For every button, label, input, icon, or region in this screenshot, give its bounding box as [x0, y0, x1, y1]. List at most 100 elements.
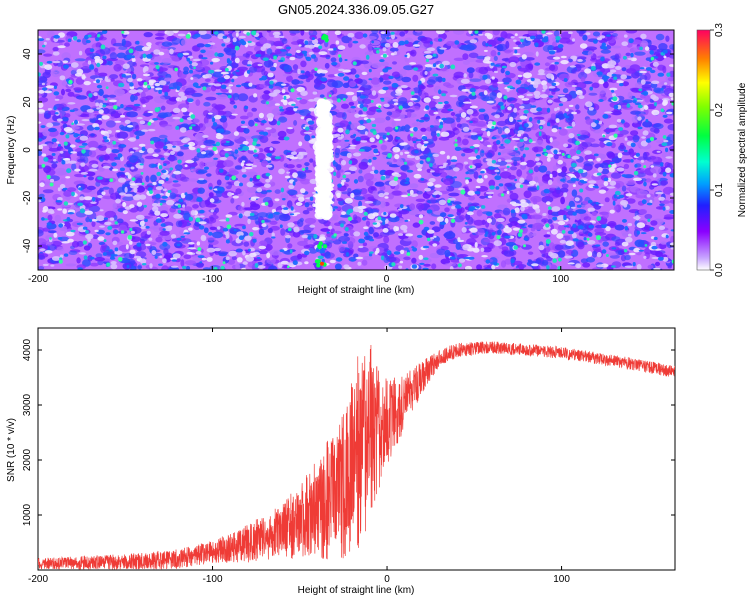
heatmap-cell: [645, 178, 652, 183]
heatmap-cell: [512, 260, 523, 266]
heatmap-low-cell: [181, 107, 188, 113]
heatmap-cell: [444, 249, 451, 258]
heatmap-cell: [38, 254, 46, 260]
heatmap-cell: [520, 155, 525, 164]
heatmap-cell: [492, 30, 500, 36]
heatmap-mid-cell: [420, 177, 425, 181]
heatmap-mid-cell: [412, 140, 417, 144]
heatmap-cell: [502, 207, 511, 216]
heatmap-mid-cell: [283, 136, 290, 141]
heatmap-low-cell: [609, 180, 617, 186]
heatmap-mid-cell: [161, 169, 167, 174]
heatmap-mid-cell: [177, 209, 181, 214]
heatmap-low-cell: [486, 33, 493, 40]
heatmap-mid-cell: [342, 241, 347, 244]
heatmap-cell: [281, 38, 288, 44]
heatmap-low-cell: [271, 232, 275, 238]
heatmap-low-cell: [102, 165, 111, 169]
heatmap-cell: [104, 153, 110, 161]
heatmap-low-cell: [81, 119, 90, 122]
heatmap-cell: [209, 109, 219, 116]
heatmap-low-cell: [105, 147, 112, 154]
heatmap-cell: [309, 30, 314, 34]
heatmap-low-cell: [92, 123, 99, 128]
heatmap-mid-cell: [386, 250, 392, 256]
heatmap-cell: [124, 106, 133, 111]
heatmap-mid-cell: [102, 55, 107, 60]
heatmap-cell: [150, 174, 157, 183]
heatmap-mid-cell: [649, 59, 652, 63]
heatmap-cell: [479, 195, 486, 199]
heatmap-low-cell: [81, 74, 86, 80]
heatmap-cell: [383, 255, 390, 264]
heatmap-cell: [523, 127, 532, 132]
heatmap-low-cell: [606, 186, 616, 189]
heatmap-mid-cell: [651, 245, 658, 250]
heatmap-cell: [279, 91, 290, 96]
heatmap-cell: [411, 240, 418, 249]
heatmap-cell: [545, 135, 551, 140]
heatmap-cell: [420, 127, 427, 132]
heatmap-low-cell: [496, 217, 505, 223]
heatmap-low-cell: [352, 152, 362, 157]
heatmap-cell: [48, 127, 57, 133]
heatmap-low-cell: [658, 196, 666, 201]
heatmap-cell: [339, 120, 350, 128]
heatmap-low-cell: [312, 91, 318, 95]
heatmap-mid-cell: [665, 147, 669, 153]
heatmap-low-cell: [423, 50, 432, 54]
heatmap-low-cell: [485, 191, 495, 195]
heatmap-mid-cell: [404, 54, 408, 58]
heatmap-low-cell: [247, 145, 256, 151]
heatmap-low-cell: [555, 118, 560, 123]
heatmap-cell: [527, 187, 538, 191]
heatmap-cell: [199, 161, 205, 168]
heatmap-cell: [135, 124, 140, 132]
heatmap-cell: [610, 110, 622, 116]
heatmap-low-cell: [88, 168, 98, 172]
heatmap-cell: [339, 169, 344, 173]
heatmap-cell: [130, 94, 135, 102]
heatmap-low-cell: [129, 204, 135, 209]
heatmap-cell: [234, 165, 243, 170]
heatmap-low-cell: [520, 161, 528, 166]
heatmap-mid-cell: [164, 91, 169, 97]
heatmap-mid-cell: [419, 160, 424, 165]
heatmap-cell: [627, 180, 635, 184]
heatmap-cell: [432, 135, 438, 142]
heatmap-cell: [86, 185, 96, 191]
heatmap-low-cell: [468, 30, 472, 35]
heatmap-cell: [280, 193, 289, 200]
heatmap-mid-cell: [439, 63, 445, 69]
heatmap-cell: [167, 177, 177, 182]
heatmap-low-cell: [303, 30, 310, 33]
heatmap-low-cell: [425, 54, 433, 59]
heatmap-mid-cell: [639, 67, 645, 70]
heatmap-cell: [527, 259, 532, 263]
heatmap-low-cell: [392, 146, 401, 153]
heatmap-mid-cell: [196, 197, 203, 203]
heatmap-low-cell: [334, 30, 342, 36]
heatmap-low-cell: [63, 126, 73, 132]
heatmap-mid-cell: [660, 87, 664, 91]
heatmap-low-cell: [571, 111, 578, 115]
heatmap-low-cell: [51, 256, 61, 261]
heatmap-low-cell: [129, 249, 136, 255]
heatmap-cell: [416, 190, 423, 195]
heatmap-low-cell: [298, 44, 302, 47]
heatmap-low-cell: [248, 82, 253, 87]
heatmap-low-cell: [426, 47, 436, 52]
heatmap-cell: [391, 190, 403, 196]
heatmap-low-cell: [470, 132, 478, 136]
heatmap-low-cell: [646, 194, 651, 198]
heatmap-low-cell: [640, 159, 645, 163]
heatmap-cell: [174, 164, 183, 171]
heatmap-low-cell: [240, 162, 244, 167]
heatmap-mid-cell: [350, 259, 355, 262]
heatmap-cell: [508, 56, 520, 64]
heatmap-cell: [585, 118, 594, 125]
heatmap-mid-cell: [449, 256, 456, 260]
heatmap-low-cell: [129, 85, 135, 90]
heatmap-cell: [453, 30, 465, 35]
